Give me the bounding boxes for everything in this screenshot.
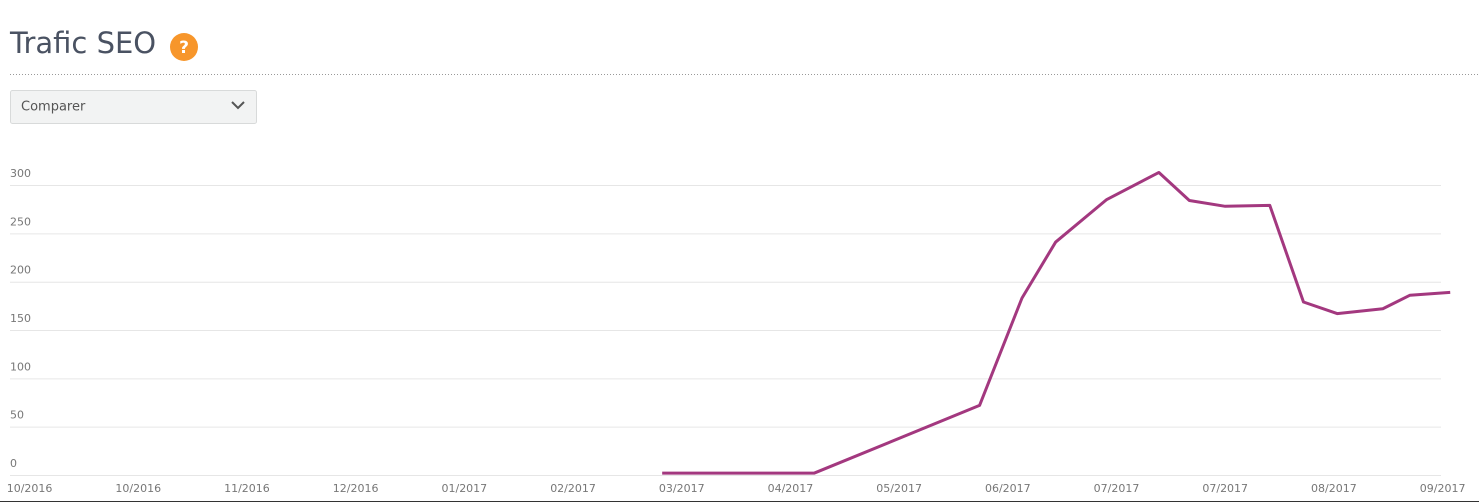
x-tick-label: 10/2016	[115, 482, 161, 495]
y-tick-label: 150	[10, 312, 31, 325]
x-tick-label: 04/2017	[768, 482, 814, 495]
page-title: Trafic SEO	[9, 26, 156, 60]
y-tick-label: 200	[10, 264, 31, 277]
x-tick-label: 01/2017	[441, 482, 487, 495]
compare-dropdown[interactable]: Comparer	[10, 90, 257, 124]
y-tick-label: 50	[10, 409, 24, 422]
x-tick-label: 12/2016	[333, 482, 379, 495]
x-tick-label: 06/2017	[985, 482, 1031, 495]
y-tick-label: 0	[10, 457, 17, 470]
y-tick-label: 100	[10, 360, 31, 373]
x-tick-label: 11/2016	[224, 482, 270, 495]
dropdown-chevron	[231, 101, 245, 110]
dropdown-label: Comparer	[21, 100, 86, 115]
y-tick-label: 250	[10, 215, 31, 228]
x-tick-label: 09/2017	[1420, 482, 1466, 495]
x-tick-label: 07/2017	[1202, 482, 1248, 495]
x-tick-label: 03/2017	[659, 482, 705, 495]
x-tick-label: 10/2016	[7, 482, 53, 495]
dropdown-box	[10, 90, 257, 124]
chart: 0 50 100 150 200 250 300 10/2016 10/2016 11/2016 1…	[7, 167, 1466, 495]
x-tick-label: 02/2017	[550, 482, 596, 495]
line-series	[662, 170, 1451, 475]
y-tick-label: 300	[10, 167, 31, 180]
x-tick-label: 08/2017	[1311, 482, 1357, 495]
help-circle	[170, 33, 198, 61]
help-icon[interactable]: ?	[170, 33, 198, 61]
x-tick-label: 07/2017	[1094, 482, 1140, 495]
help-mark: ?	[179, 38, 189, 58]
x-tick-label: 05/2017	[876, 482, 922, 495]
